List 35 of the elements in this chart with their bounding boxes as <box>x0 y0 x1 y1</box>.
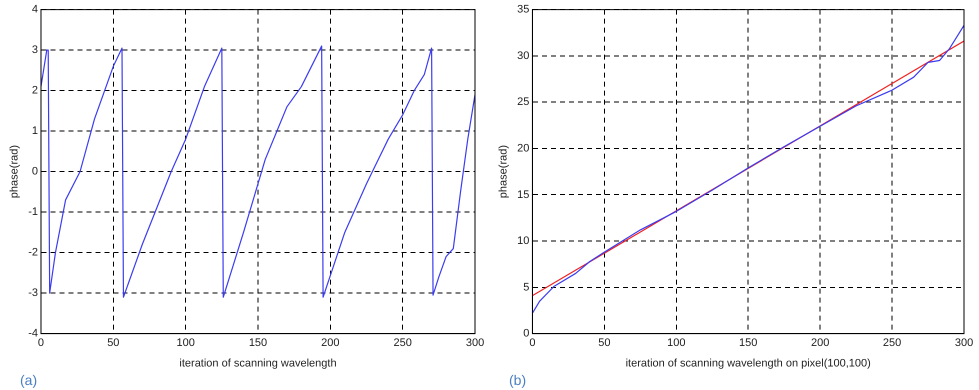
y-tick-label: 20 <box>517 142 530 154</box>
text: (b) <box>509 372 526 388</box>
y-tick-label: 10 <box>517 235 530 248</box>
x-tick-label: 100 <box>667 337 686 350</box>
x-tick-label: 300 <box>954 337 974 350</box>
x-axis-title: iteration of scanning wavelength <box>179 357 337 370</box>
y-tick-label: 0 <box>523 328 530 340</box>
y-tick-label: -4 <box>28 328 38 340</box>
y-tick-label: -2 <box>28 246 38 259</box>
x-tick-label: 200 <box>810 337 830 350</box>
y-tick-label: -3 <box>28 287 38 300</box>
y-tick-label: 35 <box>517 4 530 16</box>
text: (a) <box>20 372 38 388</box>
y-tick-label: 0 <box>32 166 38 178</box>
x-tick-label: 100 <box>176 337 195 350</box>
y-tick-label: 5 <box>523 281 530 294</box>
x-axis-title: iteration of scanning wavelength on pixel(100,100) <box>626 357 871 370</box>
y-tick-label: 2 <box>32 84 38 97</box>
y-tick-label: 3 <box>32 44 38 56</box>
x-tick-label: 250 <box>393 337 412 350</box>
x-tick-label: 50 <box>598 337 610 350</box>
x-tick-label: 300 <box>466 337 484 350</box>
x-tick-label: 150 <box>248 337 268 350</box>
y-tick-label: 25 <box>517 96 530 108</box>
y-axis-title: phase(rad) <box>8 145 21 198</box>
x-tick-label: 250 <box>882 337 902 350</box>
y-axis-title: phase(rad) <box>498 145 510 198</box>
y-tick-label: 1 <box>32 125 38 138</box>
y-tick-label: 15 <box>517 188 530 201</box>
x-tick-label: 150 <box>739 337 758 350</box>
y-tick-label: 30 <box>517 50 530 62</box>
x-tick-label: 200 <box>321 337 340 350</box>
y-tick-label: 4 <box>32 4 38 16</box>
x-tick-label: 50 <box>107 337 120 350</box>
y-tick-label: -1 <box>28 206 38 218</box>
